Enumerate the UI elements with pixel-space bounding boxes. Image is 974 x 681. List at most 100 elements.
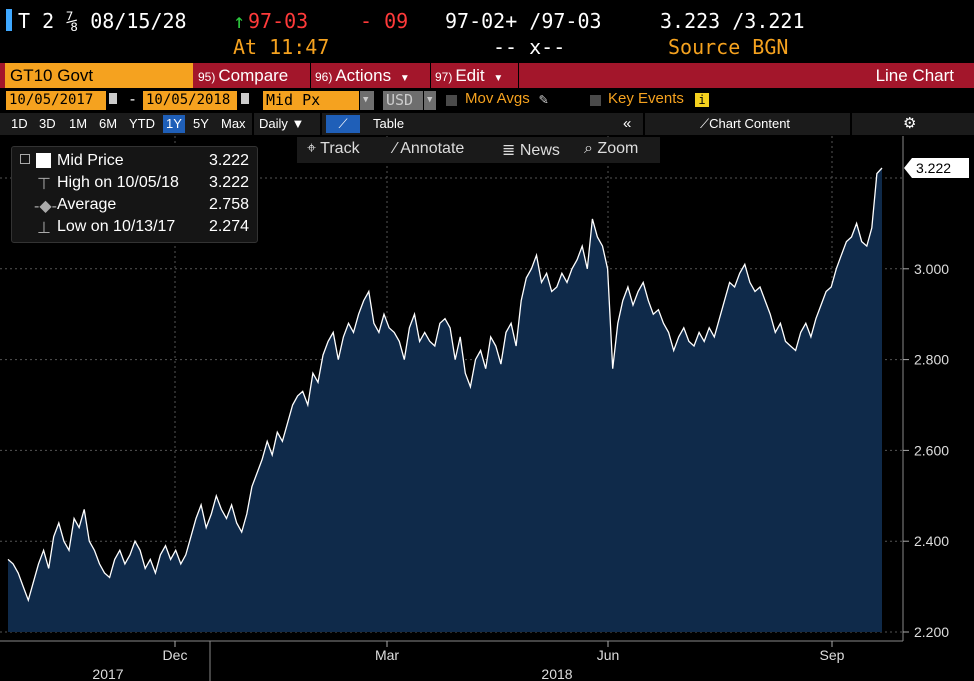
x-tick-label: Dec: [163, 647, 188, 663]
price-change: - 09: [360, 9, 409, 33]
function-bar: GT10 Govt 95) Compare 96) Actions ▼ 97) Edi…: [0, 63, 974, 88]
security-field[interactable]: GT10 Govt: [5, 63, 193, 88]
actions-dropdown-icon: ▼: [399, 73, 410, 84]
edit-label: Edit: [455, 66, 485, 85]
actions-menu[interactable]: 96) Actions ▼: [315, 63, 410, 88]
date-separator: -: [128, 90, 138, 108]
annotate-button[interactable]: ∕ Annotate: [394, 140, 464, 158]
ticker: T 2 ⅞ 08/15/28: [18, 9, 187, 33]
chart-legend[interactable]: Mid Price 3.222 ⊤ High on 10/05/18 3.222…: [11, 146, 258, 243]
y-tick-label: 2.400: [914, 533, 949, 549]
low-label: Low on 10/13/17: [57, 218, 176, 235]
average-label: Average: [57, 196, 117, 213]
quote-size: -- x--: [493, 35, 566, 59]
average-marker-icon: -◆-: [34, 198, 57, 215]
range-max[interactable]: Max: [221, 116, 246, 131]
actions-label: Actions: [335, 66, 392, 85]
high-value: 3.222: [208, 174, 249, 191]
legend-high: ⊤ High on 10/05/18 3.222: [12, 174, 257, 195]
annotate-label: Annotate: [400, 140, 465, 157]
up-arrow-icon: ↑: [233, 9, 246, 33]
chart-content-button[interactable]: ⟋Chart Content: [697, 115, 793, 133]
pencil-icon[interactable]: ✎: [539, 90, 549, 108]
zoom-label: Zoom: [597, 140, 639, 157]
bid-ask: 97-02+ /97-03: [445, 9, 602, 33]
news-icon: ≣: [502, 142, 516, 159]
security-marker: [6, 9, 12, 31]
quote-time: At 11:47: [233, 35, 330, 59]
series-swatch: [36, 153, 51, 168]
year-label: 2017: [92, 666, 123, 681]
range-1y[interactable]: 1Y: [163, 115, 185, 133]
edit-dropdown-icon: ▼: [493, 73, 504, 84]
info-icon[interactable]: i: [695, 93, 709, 107]
start-calendar-icon[interactable]: [108, 92, 118, 105]
key-events-checkbox[interactable]: [590, 95, 601, 106]
magnifier-icon: ⌕: [584, 140, 593, 157]
chart-content-label: Chart Content: [709, 116, 791, 131]
x-tick-label: Mar: [375, 647, 399, 663]
price-area: [8, 168, 882, 632]
compare-number: 95): [198, 70, 216, 84]
range-ytd[interactable]: YTD: [129, 116, 155, 131]
average-value: 2.758: [208, 196, 249, 213]
range-5y[interactable]: 5Y: [193, 116, 209, 131]
last-price: 97-03: [248, 9, 309, 33]
frequency-select[interactable]: Daily ▼: [259, 116, 305, 131]
quote-header: T 2 ⅞ 08/15/28 ↑ 97-03 - 09 97-02+ /97-0…: [0, 0, 974, 62]
track-label: Track: [320, 140, 360, 157]
price-line: [7, 167, 883, 603]
chart-toolbar: ⌖ Track ∕ Annotate ≣ News ⌕ Zoom: [297, 137, 660, 163]
field-dropdown-icon[interactable]: ▼: [360, 91, 374, 110]
compare-label: Compare: [218, 66, 289, 85]
high-marker-icon: ⊤: [37, 176, 51, 193]
collapse-toggle-icon[interactable]: [20, 154, 30, 164]
high-label: High on 10/05/18: [57, 174, 179, 191]
mov-avgs-label[interactable]: Mov Avgs: [465, 90, 530, 107]
legend-mid-price: Mid Price 3.222: [12, 152, 257, 173]
track-button[interactable]: ⌖ Track: [307, 140, 360, 158]
last-value-tag: 3.222: [904, 158, 969, 179]
y-tick-label: 2.800: [914, 352, 949, 368]
table-button[interactable]: Table: [373, 116, 405, 131]
settings-gear-icon[interactable]: ⚙: [903, 115, 917, 132]
range-6m[interactable]: 6M: [99, 116, 118, 131]
field-select[interactable]: Mid Px: [263, 91, 359, 110]
mov-avgs-checkbox[interactable]: [446, 95, 457, 106]
actions-number: 96): [315, 70, 333, 84]
range-1d[interactable]: 1D: [11, 116, 28, 131]
edit-menu[interactable]: 97) Edit ▼: [435, 63, 503, 88]
annotate-icon: ∕: [394, 140, 397, 157]
start-date-field[interactable]: 10/05/2017: [6, 91, 106, 110]
price-source: Source BGN: [668, 35, 789, 59]
currency-select[interactable]: USD: [383, 91, 423, 110]
end-calendar-icon[interactable]: [240, 92, 250, 105]
legend-low: ⊥ Low on 10/13/17 2.274: [12, 218, 257, 239]
low-value: 2.274: [208, 218, 249, 235]
news-label: News: [519, 142, 560, 159]
news-button[interactable]: ≣ News: [502, 140, 560, 160]
range-bar: 1D 3D 1M 6M YTD 1Y 5Y Max Daily ▼ ⟋ Tabl…: [0, 113, 974, 135]
view-title: Line Chart: [875, 66, 954, 85]
yield-quote: 3.223 /3.221: [660, 9, 805, 33]
currency-dropdown-icon[interactable]: ▼: [424, 91, 436, 110]
line-chart-icon[interactable]: ⟋: [326, 115, 360, 133]
x-tick-label: Jun: [597, 647, 620, 663]
chart-content-icon: ⟋: [700, 116, 710, 131]
last-value-label: 3.222: [916, 160, 951, 176]
key-events-label[interactable]: Key Events: [608, 90, 684, 107]
settings-row: 10/05/2017 - 10/05/2018 Mid Px ▼ USD ▼ M…: [0, 89, 974, 112]
range-1m[interactable]: 1M: [69, 116, 88, 131]
mid-price-label: Mid Price: [57, 152, 124, 169]
collapse-icon[interactable]: «: [623, 115, 632, 132]
y-tick-label: 2.600: [914, 442, 949, 458]
end-date-field[interactable]: 10/05/2018: [143, 91, 237, 110]
crosshair-icon: ⌖: [307, 140, 317, 157]
zoom-button[interactable]: ⌕ Zoom: [584, 140, 638, 158]
price-chart[interactable]: 2.200 2.400 2.600 2.800 3.000 3.222 Dec Mar Jun…: [0, 136, 974, 681]
range-3d[interactable]: 3D: [39, 116, 56, 131]
legend-average: -◆- Average 2.758: [12, 196, 257, 217]
mid-price-value: 3.222: [208, 152, 249, 169]
y-tick-label: 2.200: [914, 624, 949, 640]
compare-button[interactable]: 95) Compare: [198, 63, 288, 88]
